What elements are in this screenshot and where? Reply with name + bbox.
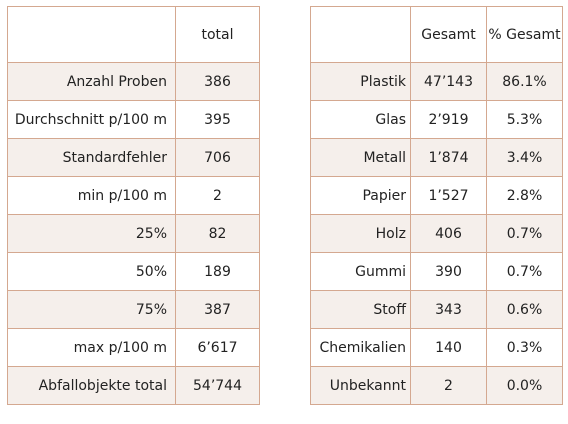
material-percent: 86.1% [486, 62, 563, 101]
material-percent: 0.0% [486, 366, 563, 405]
table-row: Holz 406 0.7% [310, 214, 563, 253]
row-value: 395 [175, 100, 260, 139]
material-label: Stoff [310, 290, 411, 329]
material-percent: 5.3% [486, 100, 563, 139]
table-row: 25% 82 [7, 214, 260, 253]
row-label: Durchschnitt p/100 m [7, 100, 176, 139]
row-value: 387 [175, 290, 260, 329]
row-label: 75% [7, 290, 176, 329]
row-value: 386 [175, 62, 260, 101]
material-label: Glas [310, 100, 411, 139]
row-label: 25% [7, 214, 176, 253]
table-row: Papier 1’527 2.8% [310, 176, 563, 215]
header-blank-cell [7, 6, 176, 63]
material-percent: 0.6% [486, 290, 563, 329]
material-table: Gesamt % Gesamt Plastik 47’143 86.1% Gla… [310, 6, 563, 405]
table-row: min p/100 m 2 [7, 176, 260, 215]
row-label: Standardfehler [7, 138, 176, 177]
table-row: Metall 1’874 3.4% [310, 138, 563, 177]
material-total: 2’919 [410, 100, 487, 139]
table-row: Anzahl Proben 386 [7, 62, 260, 101]
header-gesamt: Gesamt [410, 6, 487, 63]
table-row: Glas 2’919 5.3% [310, 100, 563, 139]
row-label: Anzahl Proben [7, 62, 176, 101]
table-row: 75% 387 [7, 290, 260, 329]
row-value: 189 [175, 252, 260, 291]
material-label: Chemikalien [310, 328, 411, 367]
material-percent: 0.7% [486, 252, 563, 291]
material-label: Gummi [310, 252, 411, 291]
material-label: Unbekannt [310, 366, 411, 405]
row-value: 54’744 [175, 366, 260, 405]
table-row: max p/100 m 6’617 [7, 328, 260, 367]
table-row: Abfallobjekte total 54’744 [7, 366, 260, 405]
material-label: Metall [310, 138, 411, 177]
table-row: Gummi 390 0.7% [310, 252, 563, 291]
row-label: 50% [7, 252, 176, 291]
material-label: Papier [310, 176, 411, 215]
table-row: 50% 189 [7, 252, 260, 291]
table-row: Durchschnitt p/100 m 395 [7, 100, 260, 139]
material-percent: 0.7% [486, 214, 563, 253]
material-total: 47’143 [410, 62, 487, 101]
material-percent: 0.3% [486, 328, 563, 367]
row-label: Abfallobjekte total [7, 366, 176, 405]
row-value: 82 [175, 214, 260, 253]
material-total: 343 [410, 290, 487, 329]
material-total: 140 [410, 328, 487, 367]
material-total: 2 [410, 366, 487, 405]
material-label: Plastik [310, 62, 411, 101]
header-percent-gesamt: % Gesamt [486, 6, 563, 63]
table-row: Chemikalien 140 0.3% [310, 328, 563, 367]
material-total: 1’527 [410, 176, 487, 215]
summary-table: total Anzahl Proben 386 Durchschnitt p/1… [7, 6, 260, 405]
material-percent: 3.4% [486, 138, 563, 177]
header-total: total [175, 6, 260, 63]
table-row: Plastik 47’143 86.1% [310, 62, 563, 101]
material-percent: 2.8% [486, 176, 563, 215]
material-total: 390 [410, 252, 487, 291]
material-total: 1’874 [410, 138, 487, 177]
table-header-row: Gesamt % Gesamt [310, 6, 563, 63]
row-label: min p/100 m [7, 176, 176, 215]
row-label: max p/100 m [7, 328, 176, 367]
table-row: Standardfehler 706 [7, 138, 260, 177]
material-total: 406 [410, 214, 487, 253]
table-row: Unbekannt 2 0.0% [310, 366, 563, 405]
header-blank-cell [310, 6, 411, 63]
row-value: 706 [175, 138, 260, 177]
row-value: 6’617 [175, 328, 260, 367]
row-value: 2 [175, 176, 260, 215]
table-row: Stoff 343 0.6% [310, 290, 563, 329]
material-label: Holz [310, 214, 411, 253]
table-header-row: total [7, 6, 260, 63]
